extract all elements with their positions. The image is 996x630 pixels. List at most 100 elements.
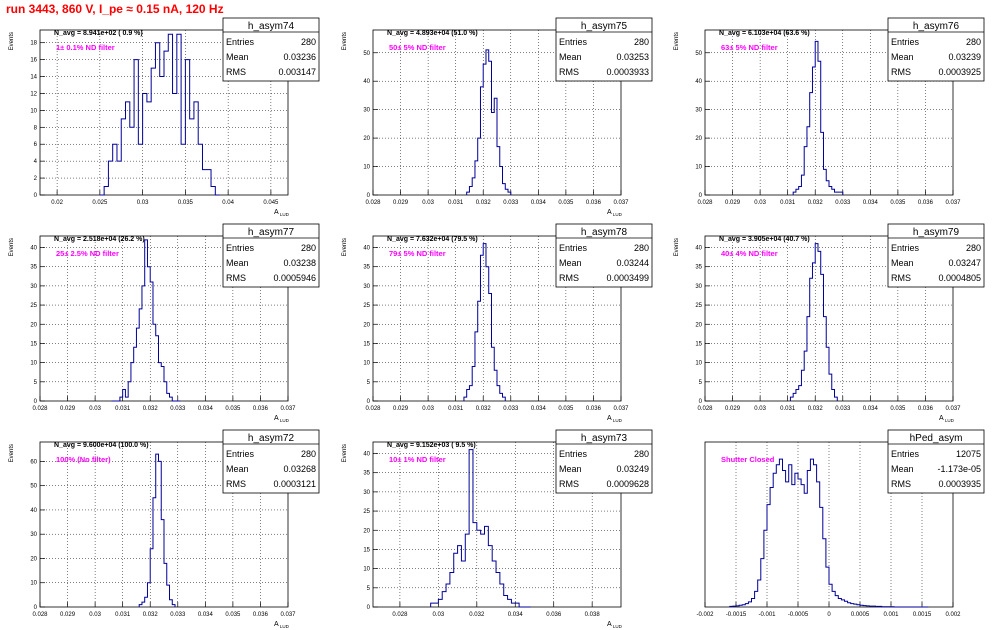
x-tick-label: 0.03 xyxy=(89,612,101,618)
x-tick-label: 0.032 xyxy=(476,406,492,412)
histogram-name: h_asym77 xyxy=(248,227,295,238)
x-tick-label: 0.035 xyxy=(558,406,574,412)
histogram-name: h_asym79 xyxy=(913,227,960,238)
x-axis-label: A LUD xyxy=(274,415,290,423)
x-tick-label: 0.029 xyxy=(393,200,409,206)
stats-label-rms: RMS xyxy=(891,67,911,77)
histogram-name: h_asym74 xyxy=(248,21,295,32)
x-tick-label: 0.028 xyxy=(32,406,48,412)
filter-label: 40± 4% ND filter xyxy=(721,249,778,258)
histogram-line-h-asym75 xyxy=(466,49,512,195)
stats-label-entries: Entries xyxy=(226,37,255,47)
x-axis-label: A LUD xyxy=(607,209,623,217)
x-tick-label: -0.001 xyxy=(758,612,776,618)
stats-box xyxy=(222,429,320,494)
y-tick-label: 20 xyxy=(363,528,370,534)
x-tick-label: 0.031 xyxy=(448,200,464,206)
y-tick-label: 0 xyxy=(367,399,371,405)
y-tick-label: 30 xyxy=(695,284,702,290)
page-title: run 3443, 860 V, I_pe ≈ 0.15 nA, 120 Hz xyxy=(6,2,224,16)
stats-value-mean: 0.03249 xyxy=(616,464,649,474)
stats-box xyxy=(555,17,653,82)
stats-value-entries: 280 xyxy=(634,37,649,47)
navg-annotation: N_avg = 9.600e+04 (100.0 %) xyxy=(54,442,149,449)
stats-box xyxy=(555,429,653,494)
y-tick-label: 15 xyxy=(363,547,370,553)
y-tick-label: 25 xyxy=(30,303,37,309)
y-tick-label: 50 xyxy=(695,51,702,57)
stats-value-mean: 0.03239 xyxy=(948,52,981,62)
y-tick-label: 20 xyxy=(363,136,370,142)
y-tick-label: 10 xyxy=(30,581,37,587)
x-tick-label: 0.037 xyxy=(945,406,961,412)
filter-label: 1± 0.1% ND filter xyxy=(56,43,115,52)
x-tick-label: 0.037 xyxy=(613,200,629,206)
y-axis-label: Events xyxy=(9,238,15,256)
y-tick-label: 10 xyxy=(363,567,370,573)
x-tick-label: 0.028 xyxy=(697,200,713,206)
y-tick-label: 20 xyxy=(695,136,702,142)
stats-label-mean: Mean xyxy=(891,258,914,268)
filter-label: 79± 5% ND filter xyxy=(389,249,446,258)
navg-annotation: N_avg = 4.893e+04 (51.0 %) xyxy=(387,30,478,37)
y-tick-label: 10 xyxy=(363,361,370,367)
filter-label: 10± 1% ND filter xyxy=(389,455,446,464)
y-tick-label: 30 xyxy=(363,284,370,290)
y-tick-label: 8 xyxy=(34,125,38,131)
x-tick-label: 0.035 xyxy=(225,406,241,412)
x-tick-label: 0.03 xyxy=(89,406,101,412)
y-tick-label: 0 xyxy=(367,193,371,199)
stats-label-entries: Entries xyxy=(891,243,920,253)
x-tick-label: 0.036 xyxy=(586,200,602,206)
y-tick-label: 2 xyxy=(34,176,38,182)
stats-label-rms: RMS xyxy=(559,479,579,489)
y-tick-label: 0 xyxy=(699,193,703,199)
x-tick-label: -0.002 xyxy=(696,612,714,618)
x-axis-label: A LUD xyxy=(607,415,623,423)
stats-box xyxy=(222,17,320,82)
stats-value-mean: -1.173e-05 xyxy=(937,464,981,474)
y-tick-label: 4 xyxy=(34,159,38,165)
x-tick-label: 0.029 xyxy=(725,200,741,206)
x-tick-label: 0.031 xyxy=(115,612,131,618)
x-tick-label: 0.035 xyxy=(178,200,194,206)
x-tick-label: 0.028 xyxy=(392,612,408,618)
x-tick-label: 0.033 xyxy=(503,200,519,206)
x-tick-label: 0.037 xyxy=(280,406,296,412)
stats-value-rms: 0.0003499 xyxy=(606,273,649,283)
y-axis-label: Events xyxy=(674,32,680,50)
y-tick-label: 15 xyxy=(695,341,702,347)
histogram-line-h-asym79 xyxy=(789,243,838,401)
y-tick-label: 10 xyxy=(695,361,702,367)
histogram-pad-h-asym73: 0.028 0.03 0.032 0.034 0.036 0.038 0 5 10 15 20 25 3… xyxy=(342,429,653,629)
y-tick-label: 5 xyxy=(699,380,703,386)
stats-label-rms: RMS xyxy=(891,479,911,489)
stats-value-entries: 280 xyxy=(634,243,649,253)
stats-value-rms: 0.0003935 xyxy=(938,479,981,489)
x-tick-label: 0.034 xyxy=(531,406,547,412)
y-axis-label: Events xyxy=(674,238,680,256)
x-tick-label: 0.03 xyxy=(422,406,434,412)
x-tick-label: 0.02 xyxy=(51,200,63,206)
histogram-name: h_asym75 xyxy=(581,21,628,32)
y-tick-label: 5 xyxy=(34,380,38,386)
y-tick-label: 10 xyxy=(30,361,37,367)
stats-value-entries: 280 xyxy=(966,37,981,47)
y-tick-label: 20 xyxy=(30,322,37,328)
x-tick-label: 0.029 xyxy=(725,406,741,412)
x-tick-label: 0.04 xyxy=(222,200,234,206)
histogram-pad-h-asym75: 0.028 0.029 0.03 0.031 0.032 0.033 0.034 0.035 0… xyxy=(342,17,653,217)
x-tick-label: 0.032 xyxy=(143,612,159,618)
x-tick-label: 0.034 xyxy=(531,200,547,206)
y-tick-label: 30 xyxy=(30,532,37,538)
stats-box xyxy=(887,429,985,494)
histogram-line-h-asym72 xyxy=(138,453,176,607)
x-tick-label: 0.035 xyxy=(558,200,574,206)
stats-value-rms: 0.0003933 xyxy=(606,67,649,77)
x-tick-label: -0.0015 xyxy=(726,612,747,618)
filter-label: Shutter Closed xyxy=(721,455,775,464)
stats-label-entries: Entries xyxy=(559,37,588,47)
histogram-pad-hPed-asym: -0.002 -0.0015 -0.001 -0.0005 0 0.0005 0.001 0.… xyxy=(696,429,985,618)
histogram-line-h-asym74 xyxy=(99,33,220,196)
histogram-line-h-asym78 xyxy=(463,243,506,401)
